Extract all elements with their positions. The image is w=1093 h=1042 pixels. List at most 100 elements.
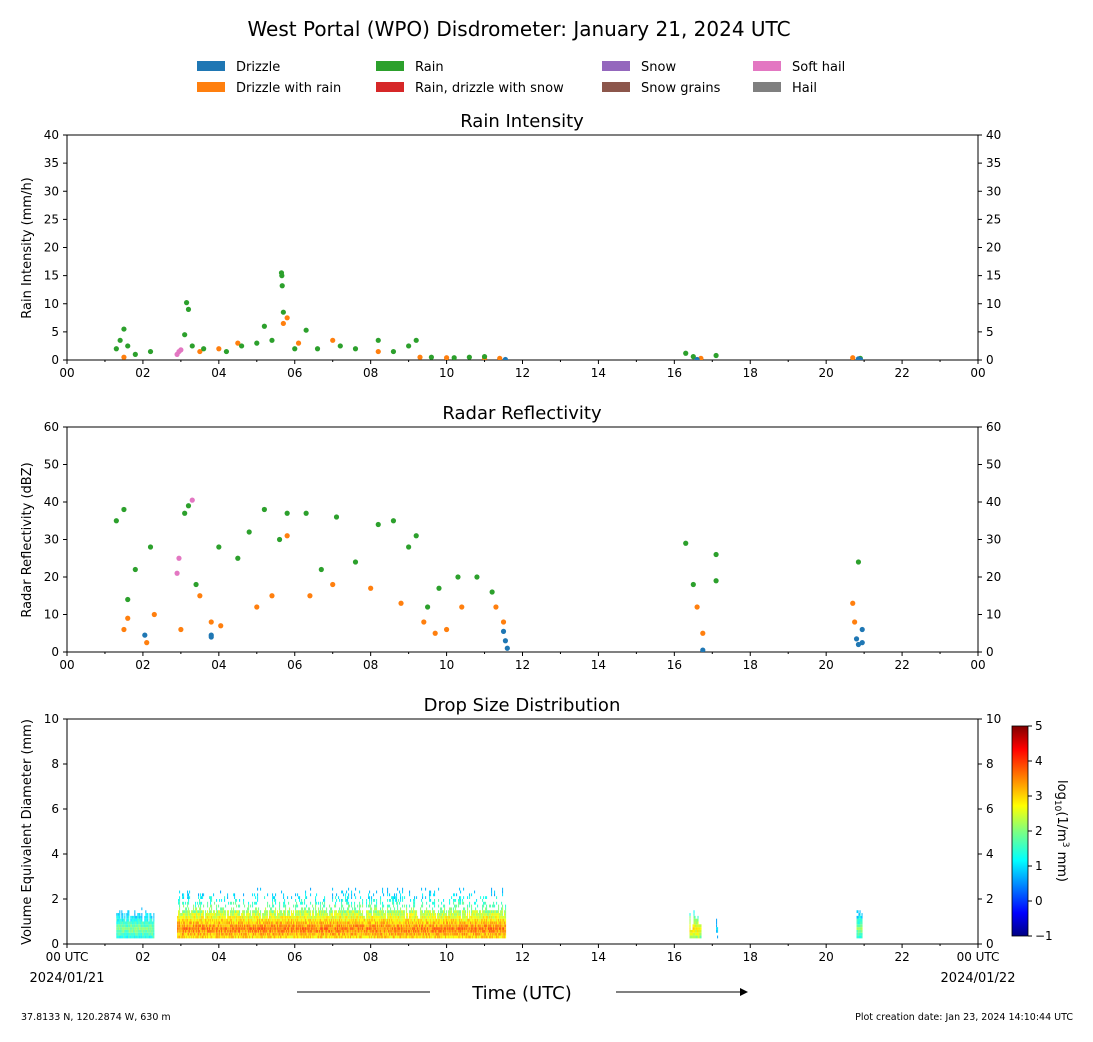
dsd-cell bbox=[139, 913, 141, 916]
dsd-cell bbox=[325, 913, 327, 916]
data-point bbox=[178, 626, 184, 633]
dsd-cell bbox=[346, 890, 348, 894]
dsd-cell bbox=[695, 932, 697, 936]
dsd-cell bbox=[348, 924, 350, 928]
dsd-cell bbox=[218, 929, 220, 933]
dsd-cell bbox=[370, 918, 372, 922]
dsd-cell bbox=[389, 921, 391, 925]
dsd-cell bbox=[859, 921, 861, 925]
y-tick-label-right: 20 bbox=[986, 241, 1001, 255]
dsd-cell bbox=[690, 929, 692, 933]
dsd-cell bbox=[181, 918, 183, 922]
dsd-cell bbox=[490, 927, 492, 930]
dsd-cell bbox=[305, 924, 307, 928]
dsd-cell bbox=[152, 932, 154, 936]
dsd-cell bbox=[289, 921, 291, 925]
dsd-cell bbox=[249, 929, 251, 933]
dsd-cell bbox=[149, 915, 151, 919]
dsd-cell bbox=[377, 924, 379, 928]
dsd-cell bbox=[459, 935, 461, 939]
dsd-cell bbox=[236, 913, 238, 916]
dsd-cell bbox=[188, 907, 190, 911]
dsd-cell bbox=[465, 929, 467, 933]
dsd-cell bbox=[186, 929, 188, 933]
dsd-cell bbox=[856, 935, 858, 939]
dsd-cell bbox=[425, 927, 427, 930]
dsd-cell bbox=[694, 935, 696, 939]
dsd-cell bbox=[222, 918, 224, 922]
dsd-cell bbox=[255, 927, 257, 930]
dsd-cell bbox=[388, 927, 390, 930]
dsd-cell bbox=[145, 915, 147, 919]
dsd-cell bbox=[455, 899, 457, 902]
dsd-cell bbox=[442, 924, 444, 928]
dsd-cell bbox=[488, 913, 490, 916]
dsd-cell bbox=[252, 924, 254, 928]
y-tick-label-left: 8 bbox=[51, 757, 59, 771]
x-tick-label: 12 bbox=[515, 366, 530, 380]
dsd-cell bbox=[392, 924, 394, 928]
dsd-cell bbox=[446, 921, 448, 925]
dsd-cell bbox=[179, 929, 181, 933]
dsd-cell bbox=[184, 910, 186, 914]
dsd-cell bbox=[209, 910, 211, 914]
dsd-cell bbox=[280, 913, 282, 916]
dsd-cell bbox=[381, 915, 383, 919]
dsd-cell bbox=[131, 915, 133, 919]
dsd-cell bbox=[458, 927, 460, 930]
y-tick-label-left: 40 bbox=[44, 495, 59, 509]
data-point bbox=[121, 506, 127, 513]
dsd-cell bbox=[861, 918, 863, 922]
dsd-cell bbox=[377, 918, 379, 922]
dsd-cell bbox=[354, 901, 356, 905]
dsd-cell bbox=[343, 932, 345, 936]
dsd-cell bbox=[194, 910, 196, 914]
dsd-cell bbox=[351, 893, 353, 897]
dsd-cell bbox=[341, 890, 343, 894]
dsd-cell bbox=[216, 927, 218, 930]
dsd-cell bbox=[491, 918, 493, 922]
dsd-cell bbox=[366, 932, 368, 936]
dsd-cell bbox=[231, 913, 233, 916]
dsd-cell bbox=[351, 904, 353, 908]
dsd-cell bbox=[283, 896, 285, 899]
dsd-cell bbox=[438, 921, 440, 925]
dsd-cell bbox=[267, 924, 269, 928]
data-point bbox=[193, 581, 199, 588]
dsd-cell bbox=[128, 932, 130, 936]
dsd-cell bbox=[188, 935, 190, 939]
dsd-cell bbox=[141, 932, 143, 936]
dsd-cell bbox=[178, 918, 180, 922]
dsd-cell bbox=[379, 927, 381, 930]
dsd-cell bbox=[267, 921, 269, 925]
dsd-cell bbox=[462, 927, 464, 930]
dsd-cell bbox=[121, 915, 123, 919]
dsd-cell bbox=[342, 924, 344, 928]
dsd-cell bbox=[130, 921, 132, 925]
dsd-cell bbox=[451, 927, 453, 930]
dsd-cell bbox=[428, 913, 430, 916]
dsd-cell bbox=[273, 935, 275, 939]
dsd-cell bbox=[122, 915, 124, 919]
dsd-cell bbox=[193, 913, 195, 916]
dsd-cell bbox=[241, 918, 243, 922]
dsd-cell bbox=[225, 932, 227, 936]
dsd-cell bbox=[290, 921, 292, 925]
dsd-cell bbox=[487, 921, 489, 925]
dsd-cell bbox=[191, 913, 193, 916]
dsd-cell bbox=[257, 910, 259, 914]
dsd-cell bbox=[272, 899, 274, 902]
dsd-cell bbox=[433, 910, 435, 914]
dsd-cell bbox=[285, 904, 287, 908]
dsd-cell bbox=[472, 918, 474, 922]
dsd-cell bbox=[338, 932, 340, 936]
dsd-cell bbox=[179, 932, 181, 936]
dsd-cell bbox=[359, 929, 361, 933]
dsd-cell bbox=[468, 924, 470, 928]
dsd-cell bbox=[187, 927, 189, 930]
dsd-cell bbox=[388, 935, 390, 939]
dsd-cell bbox=[276, 929, 278, 933]
dsd-cell bbox=[489, 910, 491, 914]
dsd-cell bbox=[501, 929, 503, 933]
data-point bbox=[390, 518, 397, 524]
